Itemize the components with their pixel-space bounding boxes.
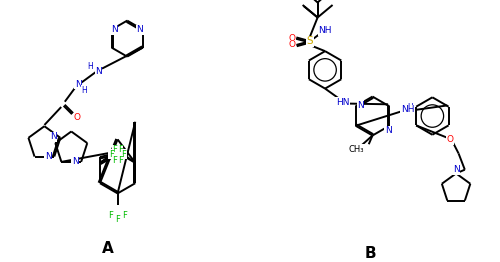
Text: A: A	[102, 241, 114, 256]
Text: NH: NH	[400, 105, 414, 114]
Text: N: N	[358, 101, 364, 110]
Text: N: N	[452, 165, 460, 174]
Text: F: F	[122, 150, 126, 159]
Text: HN: HN	[336, 98, 349, 107]
Text: H: H	[81, 86, 87, 95]
Text: H: H	[408, 103, 414, 112]
Text: N: N	[45, 152, 52, 161]
Text: O: O	[446, 135, 454, 144]
Text: F: F	[108, 210, 113, 220]
Text: F: F	[118, 145, 123, 154]
Text: N: N	[72, 157, 78, 166]
Text: F: F	[118, 156, 123, 165]
Text: N: N	[50, 132, 57, 141]
Text: N: N	[136, 25, 143, 34]
Text: O: O	[288, 40, 296, 50]
Text: CH₃: CH₃	[349, 145, 364, 154]
Text: F: F	[115, 215, 120, 224]
Text: N: N	[74, 80, 82, 89]
Text: O: O	[288, 34, 296, 43]
Text: F: F	[109, 150, 114, 159]
Text: F: F	[112, 145, 117, 154]
Text: B: B	[364, 246, 376, 261]
Text: N: N	[111, 25, 118, 34]
Text: NH: NH	[318, 26, 332, 35]
Text: N: N	[384, 126, 392, 135]
Text: N: N	[403, 108, 409, 117]
Text: F: F	[112, 156, 117, 165]
Text: N: N	[95, 67, 102, 75]
Text: H: H	[88, 62, 94, 71]
Text: F: F	[122, 210, 127, 220]
Text: O: O	[74, 113, 80, 122]
Text: S: S	[307, 36, 314, 46]
